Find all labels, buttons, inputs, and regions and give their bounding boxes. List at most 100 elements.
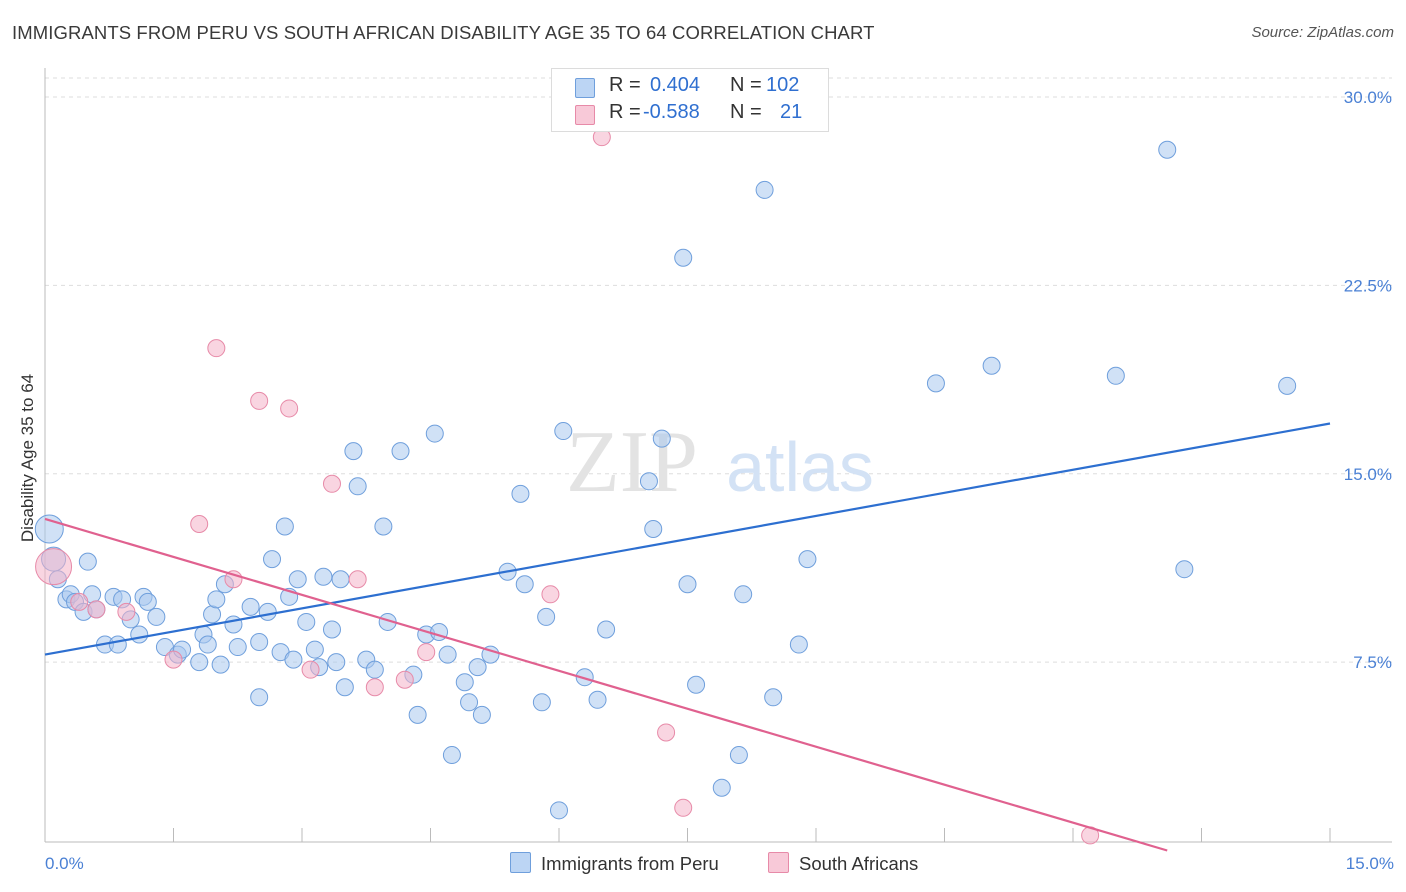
point-peru [211,655,230,674]
point-peru [639,472,658,491]
point-peru [729,746,748,765]
point-peru [755,180,774,199]
point-peru [284,650,303,669]
point-peru [532,693,551,712]
point-peru [597,620,616,639]
point-peru [408,705,427,724]
source-label: Source: ZipAtlas.com [1251,24,1394,41]
point-south-africans [117,602,136,621]
south-africans-r-value: -0.588 [643,101,700,123]
point-peru [203,605,222,624]
n-label: N = [730,101,762,123]
legend-label-south-africans: South Africans [799,853,919,874]
point-peru [926,374,945,393]
point-peru [327,653,346,672]
point-peru [335,678,354,697]
point-peru [1158,140,1177,159]
peru-r-value: 0.404 [650,74,701,96]
trend-lines [44,422,1331,852]
point-peru [228,638,247,657]
point-peru [687,675,706,694]
legend-swatch-peru [510,852,531,873]
point-south-africans [657,723,676,742]
peru-n-value: 102 [766,74,800,96]
point-peru [678,575,697,594]
point-peru [798,550,817,569]
point-peru [348,477,367,496]
point-peru [652,429,671,448]
tick-labels: 7.5% 15.0% 22.5% 30.0% 0.0% 15.0% [45,88,1394,873]
point-peru [455,673,474,692]
y-tick-label: 15.0% [1344,465,1392,484]
point-peru [263,550,282,569]
point-peru [314,567,333,586]
point-peru [1175,560,1194,579]
point-peru [734,585,753,604]
point-peru [472,705,491,724]
point-peru [764,688,783,707]
point-peru [438,645,457,664]
point-peru [147,607,166,626]
legend-label-peru: Immigrants from Peru [541,853,719,874]
r-label: R = [609,74,641,96]
south-africans-n-value: 21 [780,101,803,123]
point-peru [224,615,243,634]
point-peru [138,592,157,611]
watermark-atlas: atlas [726,428,874,506]
point-peru [78,552,97,571]
point-peru [550,801,568,820]
stats-row-peru: R = 0.404 N = 102 [552,74,828,100]
legend-swatch-south-africans [768,852,789,873]
point-peru [250,688,269,707]
point-south-africans [250,391,269,410]
point-peru [190,653,209,672]
point-south-africans [190,514,209,533]
y-tick-label: 22.5% [1344,276,1392,295]
point-peru [241,597,260,616]
point-peru [982,356,1001,375]
point-peru [344,442,363,461]
point-peru [258,602,277,621]
y-tick-label: 30.0% [1344,88,1392,107]
point-peru [442,746,461,765]
point-peru [712,778,731,797]
point-peru [1106,366,1125,385]
r-label: R = [609,101,641,123]
point-peru [288,570,307,589]
point-south-africans [207,339,226,358]
x-tick-label: 0.0% [45,854,84,873]
legend-item-south-africans[interactable]: South Africans [768,852,918,876]
point-peru [130,625,149,644]
point-peru [391,442,410,461]
chart-title: IMMIGRANTS FROM PERU VS SOUTH AFRICAN DI… [12,22,875,43]
stats-row-south-africans: R = -0.588 N = 21 [552,101,828,127]
point-peru [554,422,573,441]
point-peru [374,517,393,536]
point-south-africans [417,643,436,662]
point-south-africans [395,670,414,689]
point-peru [644,520,663,539]
point-peru [365,660,384,679]
legend-item-peru[interactable]: Immigrants from Peru [510,852,719,876]
point-peru [250,633,269,652]
point-peru [511,484,530,503]
point-peru [468,658,487,677]
point-peru [322,620,341,639]
point-peru [305,640,324,659]
point-south-africans [164,650,183,669]
point-peru [588,690,607,709]
point-peru [575,668,594,687]
data-points [34,128,1297,845]
n-label: N = [730,74,762,96]
point-peru [460,693,479,712]
point-south-africans [674,798,693,817]
peru-swatch [575,78,595,98]
point-south-africans [280,399,299,418]
axes [44,68,1392,843]
watermark: ZIP atlas [566,414,874,511]
point-south-africans [87,600,106,619]
point-south-africans [365,678,384,697]
point-peru [789,635,808,654]
point-peru [297,612,316,631]
